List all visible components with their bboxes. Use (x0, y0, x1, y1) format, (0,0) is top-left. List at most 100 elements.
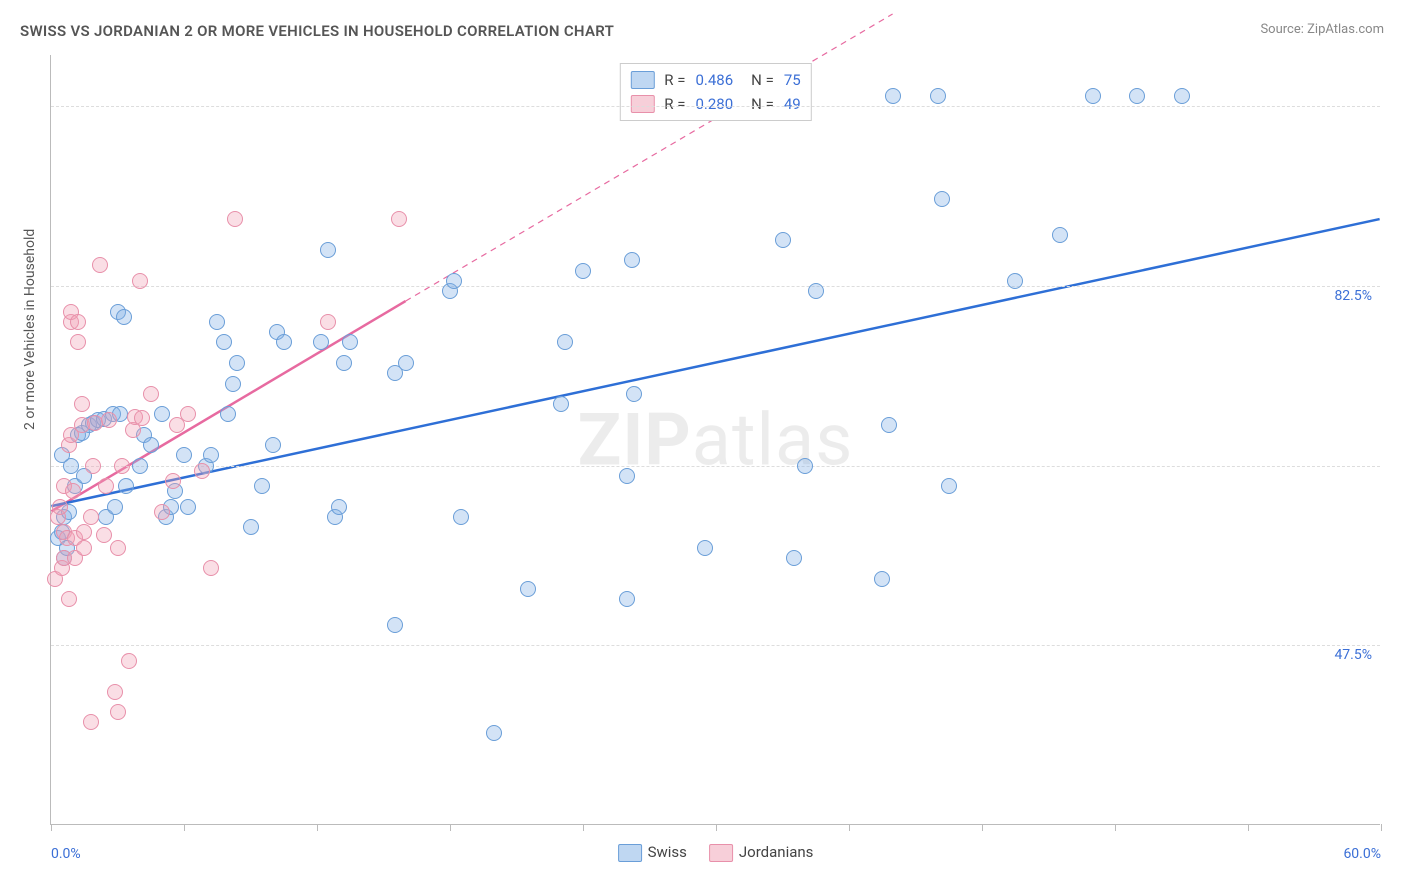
legend-correlation: R =0.486N =75R =0.280N =49 (619, 63, 811, 121)
x-tick (1381, 824, 1382, 831)
legend-swatch (618, 844, 642, 862)
data-point (387, 617, 403, 633)
data-point (486, 725, 502, 741)
data-point (216, 334, 232, 350)
data-point (76, 524, 92, 540)
x-tick (317, 824, 318, 831)
data-point (116, 309, 132, 325)
data-point (70, 314, 86, 330)
y-axis-label: 2 or more Vehicles in Household (22, 229, 38, 430)
data-point (1007, 273, 1023, 289)
data-point (786, 550, 802, 566)
data-point (320, 314, 336, 330)
data-point (70, 334, 86, 350)
data-point (134, 410, 150, 426)
data-point (154, 504, 170, 520)
data-point (118, 478, 134, 494)
data-point (225, 376, 241, 392)
data-point (98, 478, 114, 494)
gridline-h (51, 645, 1380, 646)
legend-item: Jordanians (709, 843, 814, 862)
data-point (1129, 88, 1145, 104)
x-tick (716, 824, 717, 831)
chart-title: SWISS VS JORDANIAN 2 OR MORE VEHICLES IN… (20, 22, 614, 40)
data-point (176, 447, 192, 463)
legend-row: R =0.486N =75 (630, 68, 800, 92)
data-point (320, 242, 336, 258)
data-point (92, 257, 108, 273)
data-point (154, 406, 170, 422)
data-point (941, 478, 957, 494)
data-point (1174, 88, 1190, 104)
x-tick-label: 60.0% (1343, 846, 1381, 862)
legend-n-value: 49 (784, 95, 801, 113)
data-point (775, 232, 791, 248)
data-point (194, 463, 210, 479)
data-point (203, 447, 219, 463)
data-point (313, 334, 329, 350)
x-tick (1248, 824, 1249, 831)
legend-n-value: 75 (784, 71, 801, 89)
data-point (110, 540, 126, 556)
gridline-h (51, 286, 1380, 287)
data-point (107, 499, 123, 515)
legend-row: R =0.280N =49 (630, 92, 800, 116)
data-point (1085, 88, 1101, 104)
data-point (808, 283, 824, 299)
data-point (101, 412, 117, 428)
trend-line (51, 219, 1379, 506)
data-point (885, 88, 901, 104)
data-point (697, 540, 713, 556)
gridline-h (51, 106, 1380, 107)
legend-label: Swiss (648, 843, 687, 861)
data-point (624, 252, 640, 268)
data-point (934, 191, 950, 207)
legend-r-value: 0.280 (695, 95, 733, 113)
data-point (203, 560, 219, 576)
scatter-plot: ZIPatlas R =0.486N =75R =0.280N =49 Swis… (50, 55, 1380, 825)
y-tick-label: 82.5% (1334, 288, 1372, 304)
legend-r-value: 0.486 (695, 71, 733, 89)
x-tick (982, 824, 983, 831)
data-point (557, 334, 573, 350)
legend-swatch (630, 95, 654, 113)
data-point (553, 396, 569, 412)
legend-swatch (630, 71, 654, 89)
x-tick (450, 824, 451, 831)
data-point (110, 704, 126, 720)
legend-n-label: N = (751, 95, 774, 113)
legend-n-label: N = (751, 71, 774, 89)
data-point (180, 406, 196, 422)
trend-line (406, 14, 893, 301)
data-point (446, 273, 462, 289)
data-point (121, 653, 137, 669)
legend-item: Swiss (618, 843, 687, 862)
x-tick (849, 824, 850, 831)
data-point (227, 211, 243, 227)
data-point (575, 263, 591, 279)
data-point (398, 355, 414, 371)
legend-label: Jordanians (739, 843, 814, 861)
data-point (254, 478, 270, 494)
data-point (626, 386, 642, 402)
data-point (165, 473, 181, 489)
data-point (180, 499, 196, 515)
data-point (83, 509, 99, 525)
data-point (874, 571, 890, 587)
x-tick (1115, 824, 1116, 831)
source-value: ZipAtlas.com (1307, 22, 1384, 37)
data-point (132, 458, 148, 474)
data-point (520, 581, 536, 597)
data-point (220, 406, 236, 422)
data-point (1052, 227, 1068, 243)
data-point (342, 334, 358, 350)
data-point (276, 334, 292, 350)
x-tick (184, 824, 185, 831)
data-point (61, 591, 77, 607)
data-point (391, 211, 407, 227)
x-tick (583, 824, 584, 831)
data-point (76, 540, 92, 556)
data-point (619, 591, 635, 607)
data-point (453, 509, 469, 525)
data-point (52, 499, 68, 515)
